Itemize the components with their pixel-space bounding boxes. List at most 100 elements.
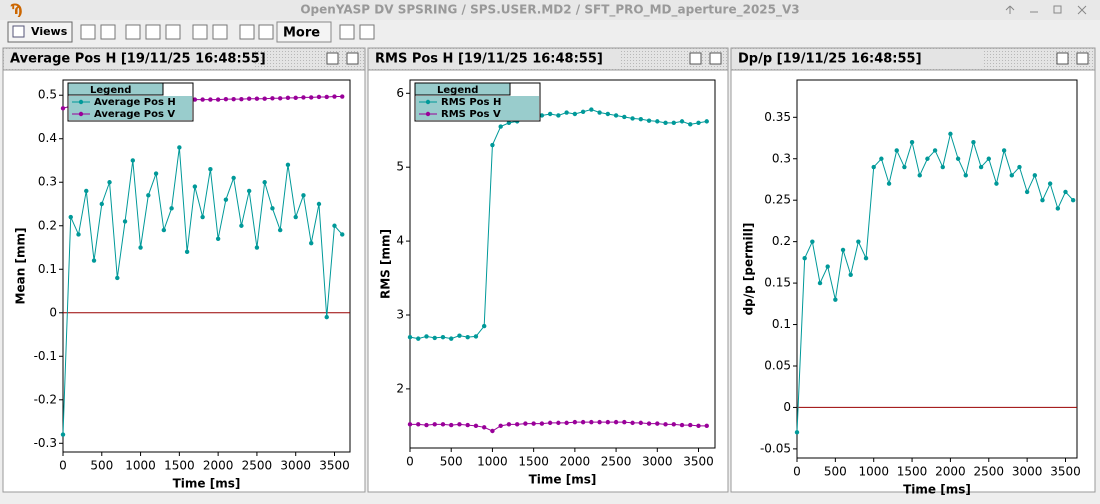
data-point xyxy=(277,96,283,101)
x-tick-label: 3000 xyxy=(280,459,311,473)
data-point xyxy=(688,122,693,127)
tool-btn[interactable] xyxy=(165,24,181,40)
data-point xyxy=(309,95,314,100)
data-point xyxy=(231,175,236,181)
panel-title: Dp/p [19/11/25 16:48:55] xyxy=(738,52,922,67)
data-point xyxy=(1024,189,1030,195)
panel-minimize[interactable] xyxy=(689,52,702,65)
data-point xyxy=(246,96,252,101)
legend-label: Average Pos V xyxy=(94,109,175,120)
data-point xyxy=(539,421,545,426)
data-point xyxy=(932,148,938,153)
btn-up[interactable] xyxy=(1005,5,1015,14)
panel-maximize[interactable] xyxy=(1076,52,1089,65)
tool-btn[interactable] xyxy=(100,24,116,40)
x-tick-label: 1000 xyxy=(125,459,156,473)
toolbar xyxy=(0,20,1100,45)
more-label[interactable]: More xyxy=(283,26,320,41)
data-point xyxy=(994,181,999,186)
data-point xyxy=(293,95,298,101)
x-tick-label: 1500 xyxy=(897,465,928,479)
tool-btn[interactable] xyxy=(145,24,161,40)
data-point xyxy=(285,162,291,168)
tool-btn[interactable] xyxy=(239,24,255,40)
x-tick-label: 3500 xyxy=(1050,465,1081,479)
x-tick-label: 3500 xyxy=(683,455,714,469)
data-point xyxy=(671,120,676,126)
btn-max[interactable] xyxy=(1053,5,1062,14)
legend-row-bg xyxy=(69,108,192,120)
y-axis-label: RMS [mm] xyxy=(379,229,393,299)
data-point xyxy=(169,206,174,211)
legend-row-bg xyxy=(69,96,192,108)
data-point xyxy=(978,164,984,170)
title-bar xyxy=(0,0,1100,20)
data-point xyxy=(293,214,298,220)
data-point xyxy=(316,94,322,100)
data-point xyxy=(589,107,594,112)
y-axis-label: Mean [mm] xyxy=(14,228,28,305)
tool-btn[interactable] xyxy=(258,24,274,40)
panel-maximize[interactable] xyxy=(346,52,359,65)
x-tick-label: 1500 xyxy=(164,459,195,473)
tool-btn[interactable] xyxy=(359,24,375,40)
data-point xyxy=(802,256,807,261)
y-tick-label: 5 xyxy=(396,160,404,174)
data-point xyxy=(416,422,421,427)
panel-minimize[interactable] xyxy=(326,52,339,65)
panel-maximize[interactable] xyxy=(709,52,722,65)
data-point xyxy=(192,184,198,189)
x-tick-label: 0 xyxy=(406,455,414,469)
views-label[interactable]: Views xyxy=(31,25,68,38)
tool-btn[interactable] xyxy=(339,24,355,40)
data-point xyxy=(192,97,198,102)
data-point xyxy=(184,249,190,255)
panel-header-label-bg xyxy=(732,49,982,69)
data-point xyxy=(200,214,205,220)
more-button[interactable] xyxy=(276,21,332,43)
data-point xyxy=(215,97,221,102)
legend-label: RMS Pos H xyxy=(441,97,501,108)
window-controls[interactable] xyxy=(1005,5,1087,15)
data-point xyxy=(794,430,800,435)
data-point xyxy=(440,422,446,427)
panel-minimize[interactable] xyxy=(1056,52,1069,65)
data-point xyxy=(580,419,586,425)
x-tick-label: 2500 xyxy=(242,459,273,473)
data-point xyxy=(917,173,922,178)
data-point xyxy=(270,96,275,101)
y-tick-label: 0.3 xyxy=(38,175,57,189)
data-point xyxy=(208,97,213,102)
panel-header-label-bg xyxy=(369,49,619,69)
data-point xyxy=(146,193,151,198)
x-axis-label: Time [ms] xyxy=(529,473,597,487)
y-tick-label: 0.05 xyxy=(764,358,791,372)
x-tick-label: 2000 xyxy=(560,455,591,469)
data-point xyxy=(1009,173,1014,178)
tool-btn[interactable] xyxy=(125,24,141,40)
data-point xyxy=(704,423,709,429)
data-point xyxy=(810,239,815,244)
data-point xyxy=(572,111,578,117)
tool-btn[interactable] xyxy=(192,24,208,40)
data-point xyxy=(679,119,685,124)
data-point xyxy=(638,420,644,426)
data-point xyxy=(432,335,437,341)
data-point xyxy=(465,334,470,340)
data-point xyxy=(671,422,676,427)
x-tick-label: 500 xyxy=(440,455,463,469)
y-tick-label: 3 xyxy=(396,307,404,321)
tool-btn[interactable] xyxy=(80,24,96,40)
data-point xyxy=(122,219,128,224)
btn-close[interactable] xyxy=(1077,5,1087,15)
plot-area xyxy=(796,79,1078,459)
data-point xyxy=(1063,189,1068,195)
legend-header xyxy=(67,82,164,96)
data-point xyxy=(572,419,578,425)
tool-btn[interactable] xyxy=(212,24,228,40)
y-tick-label: 0.2 xyxy=(772,234,791,248)
legend-header xyxy=(414,82,511,96)
toolbar-icons[interactable] xyxy=(80,24,375,40)
data-point xyxy=(597,419,602,425)
